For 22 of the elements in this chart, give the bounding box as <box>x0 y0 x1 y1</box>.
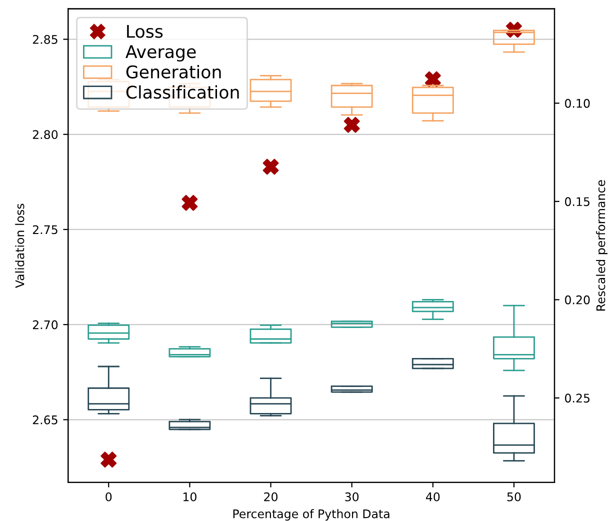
y2-tick-label: 0.15 <box>564 197 590 206</box>
legend-label: Average <box>126 45 196 62</box>
y2-tick-label: 0.20 <box>564 295 590 304</box>
y-axis-title: Validation loss <box>15 204 24 288</box>
x-tick-label: 50 <box>507 492 521 502</box>
x-tick-label: 40 <box>426 492 440 502</box>
x-tick-label: 20 <box>264 492 278 502</box>
x-tick-label: 30 <box>345 492 359 502</box>
x-axis-title: Percentage of Python Data <box>233 509 390 521</box>
legend-label: Generation <box>126 65 221 78</box>
y-tick-label: 2.70 <box>32 320 58 330</box>
x-tick-label: 10 <box>183 492 196 502</box>
y-tick-label: 2.65 <box>32 415 58 424</box>
y2-axis-title: Rescaled performance <box>596 180 608 311</box>
legend-label: Classification <box>126 85 239 99</box>
y2-tick-label: 0.25 <box>564 394 590 403</box>
y2-tick-label: 0.10 <box>564 98 590 108</box>
y-tick-label: 2.80 <box>32 130 58 140</box>
y-tick-label: 2.85 <box>32 35 58 44</box>
y-tick-label: 2.75 <box>32 225 58 234</box>
legend-label: Loss <box>127 25 163 38</box>
x-tick-label: 0 <box>106 492 112 502</box>
